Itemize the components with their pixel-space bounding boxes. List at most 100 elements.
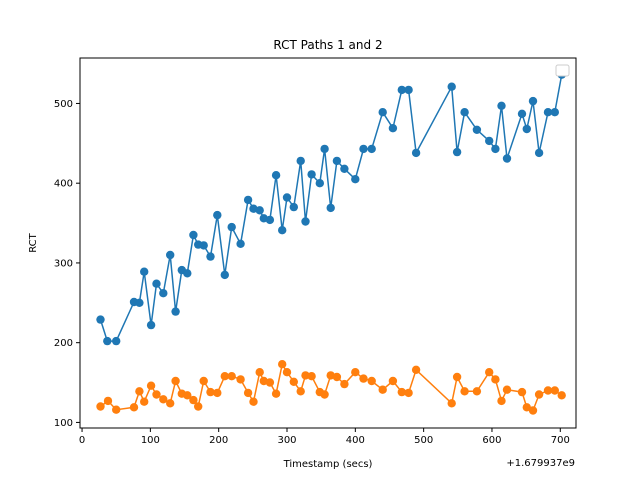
series-2-point bbox=[96, 402, 105, 411]
series-2-point bbox=[249, 397, 258, 406]
series-1-point bbox=[397, 85, 406, 95]
series-1-point bbox=[103, 336, 112, 346]
series-2-point bbox=[359, 374, 368, 383]
series-2-point bbox=[189, 395, 198, 405]
series-1-point bbox=[332, 156, 342, 166]
series-2-point bbox=[307, 372, 316, 381]
series-1-point bbox=[411, 148, 421, 158]
series-1-point bbox=[112, 336, 121, 346]
series-1-point bbox=[213, 210, 222, 220]
series-1-point bbox=[199, 241, 208, 250]
series-1-point bbox=[265, 215, 275, 225]
series-1-point bbox=[189, 230, 198, 240]
series-1-point bbox=[289, 202, 298, 212]
series-2-point bbox=[397, 387, 406, 397]
series-1-point bbox=[96, 315, 105, 324]
series-1-point bbox=[166, 250, 175, 260]
series-2-point bbox=[351, 368, 360, 377]
x-tick-label: 100 bbox=[141, 435, 160, 446]
series-1-point bbox=[543, 108, 553, 117]
series-2-point bbox=[404, 388, 413, 398]
series-1-point bbox=[340, 164, 349, 173]
series-1-point bbox=[152, 279, 161, 288]
series-2-point bbox=[243, 388, 253, 398]
series-2-point bbox=[171, 376, 180, 386]
series-1-point bbox=[271, 171, 281, 180]
series-2-point bbox=[146, 381, 156, 390]
series-2-point bbox=[340, 379, 349, 389]
series-1-point bbox=[315, 179, 324, 188]
series-2-point bbox=[265, 378, 275, 387]
series-1-point bbox=[378, 108, 387, 117]
y-tick-label: 200 bbox=[54, 338, 73, 349]
series-2-point bbox=[206, 387, 215, 397]
series-1-point bbox=[388, 124, 398, 133]
series-2-point bbox=[367, 376, 376, 386]
series-1-point bbox=[497, 101, 506, 111]
series-2-point bbox=[497, 396, 506, 406]
series-2-point bbox=[491, 375, 500, 384]
series-1-point bbox=[351, 175, 360, 184]
series-1-point bbox=[220, 270, 229, 280]
series-1-point bbox=[301, 217, 310, 226]
series-1-point bbox=[159, 289, 168, 298]
series-1-point bbox=[367, 144, 376, 154]
series-2-point bbox=[255, 368, 264, 377]
series-1-point bbox=[307, 170, 316, 179]
x-tick-label: 600 bbox=[482, 435, 501, 446]
series-2-point bbox=[557, 391, 566, 400]
x-axis-label: Timestamp (secs) bbox=[283, 459, 373, 470]
series-2-point bbox=[517, 387, 527, 397]
x-tick-label: 700 bbox=[551, 435, 570, 446]
series-1-point bbox=[296, 156, 305, 166]
series-1-point bbox=[534, 148, 544, 158]
plot-layer bbox=[96, 70, 566, 415]
series-1-point bbox=[243, 195, 253, 205]
series-1-point bbox=[491, 144, 500, 154]
y-axis-label: RCT bbox=[28, 232, 39, 252]
x-tick-label: 400 bbox=[346, 435, 365, 446]
x-offset-label: +1.679937e9 bbox=[506, 458, 575, 469]
x-tick-label: 500 bbox=[414, 435, 433, 446]
series-1-point bbox=[447, 82, 456, 91]
series-1-point bbox=[135, 298, 144, 307]
series-2-point bbox=[460, 387, 469, 396]
series-1-point bbox=[517, 109, 527, 119]
series-2-point bbox=[550, 386, 559, 395]
series-2-point bbox=[282, 368, 292, 377]
series-1-point bbox=[528, 96, 538, 106]
series-1-point bbox=[550, 108, 559, 117]
series-2-point bbox=[296, 387, 305, 396]
series-1-point bbox=[183, 269, 192, 278]
series-2 bbox=[96, 360, 566, 415]
chart-title: RCT Paths 1 and 2 bbox=[273, 38, 382, 52]
series-1-point bbox=[255, 206, 264, 215]
y-tick-label: 500 bbox=[54, 99, 73, 110]
series-1-point bbox=[359, 144, 368, 154]
series-2-point bbox=[534, 390, 544, 399]
x-tick-label: 0 bbox=[79, 435, 85, 446]
series-1-point bbox=[460, 108, 469, 117]
series-1-point bbox=[227, 222, 236, 232]
series-2-point bbox=[528, 406, 538, 415]
series-1-point bbox=[320, 144, 329, 154]
series-2-point bbox=[411, 365, 421, 374]
series-1-point bbox=[171, 307, 180, 316]
series-2-point bbox=[502, 385, 512, 394]
series-1-point bbox=[502, 154, 512, 163]
series-2-point bbox=[388, 376, 398, 386]
series-2-point bbox=[378, 385, 387, 394]
series-2-point bbox=[278, 360, 287, 369]
series-2-point bbox=[271, 389, 281, 398]
series-2-point bbox=[320, 390, 329, 399]
series-1-point bbox=[452, 147, 462, 157]
series-2-point bbox=[301, 371, 310, 380]
series-2-point bbox=[103, 396, 113, 406]
series-2-point bbox=[135, 387, 144, 396]
series-1-point bbox=[472, 125, 482, 134]
series-2-point bbox=[227, 372, 236, 381]
series-2-point bbox=[452, 372, 462, 382]
series-2-point bbox=[522, 403, 531, 412]
